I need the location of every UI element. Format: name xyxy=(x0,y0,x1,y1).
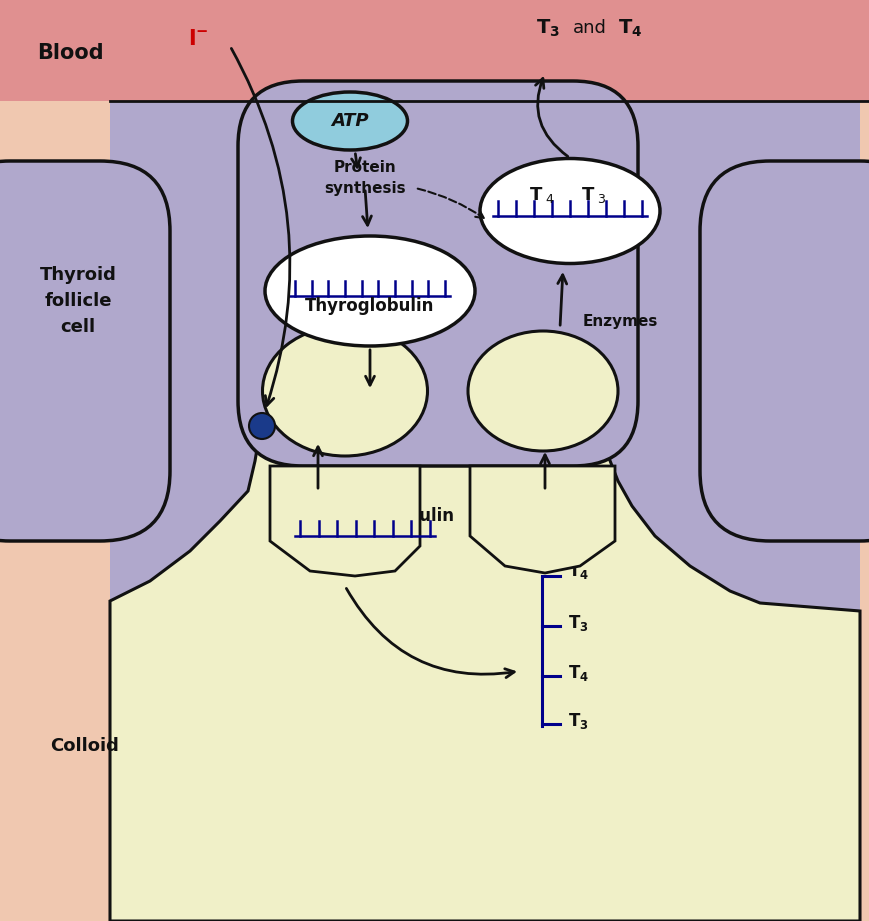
Text: $\mathregular{T_3}$: $\mathregular{T_3}$ xyxy=(567,711,588,731)
Text: Colloid: Colloid xyxy=(50,737,119,755)
Polygon shape xyxy=(469,466,614,573)
Text: Protein
synthesis: Protein synthesis xyxy=(324,160,405,196)
Text: and: and xyxy=(573,19,607,37)
Polygon shape xyxy=(269,466,420,576)
Text: $\mathregular{T_4}$: $\mathregular{T_4}$ xyxy=(567,561,588,581)
Text: + Thyroglobulin: + Thyroglobulin xyxy=(305,507,454,525)
Bar xyxy=(0,0,869,101)
Ellipse shape xyxy=(468,331,617,451)
Text: 3: 3 xyxy=(596,192,604,205)
Text: $\mathregular{T_3}$: $\mathregular{T_3}$ xyxy=(567,613,588,633)
Polygon shape xyxy=(109,356,859,921)
Text: 4: 4 xyxy=(545,192,553,205)
Ellipse shape xyxy=(292,92,407,150)
Ellipse shape xyxy=(262,326,427,456)
Text: Thyroglobulin: Thyroglobulin xyxy=(305,297,434,315)
Text: T: T xyxy=(529,186,541,204)
Text: Enzymes: Enzymes xyxy=(581,313,657,329)
Ellipse shape xyxy=(265,236,474,346)
Text: T: T xyxy=(581,186,594,204)
FancyBboxPatch shape xyxy=(0,161,169,541)
FancyBboxPatch shape xyxy=(238,81,637,466)
Text: $\mathregular{T_4}$: $\mathregular{T_4}$ xyxy=(617,17,641,39)
Text: $\mathregular{T_3}$: $\mathregular{T_3}$ xyxy=(535,17,560,39)
Ellipse shape xyxy=(480,158,660,263)
Text: $\mathregular{I^{-}}$: $\mathregular{I^{-}}$ xyxy=(188,29,208,49)
FancyBboxPatch shape xyxy=(700,161,869,541)
Circle shape xyxy=(249,413,275,439)
Bar xyxy=(109,101,859,721)
Text: $\mathregular{I^{-}}$: $\mathregular{I^{-}}$ xyxy=(321,507,339,525)
Text: $\mathregular{T_4}$: $\mathregular{T_4}$ xyxy=(567,663,588,683)
Text: ATP: ATP xyxy=(331,112,368,130)
Text: Thyroid
follicle
cell: Thyroid follicle cell xyxy=(39,265,116,336)
Text: Blood: Blood xyxy=(36,43,103,63)
